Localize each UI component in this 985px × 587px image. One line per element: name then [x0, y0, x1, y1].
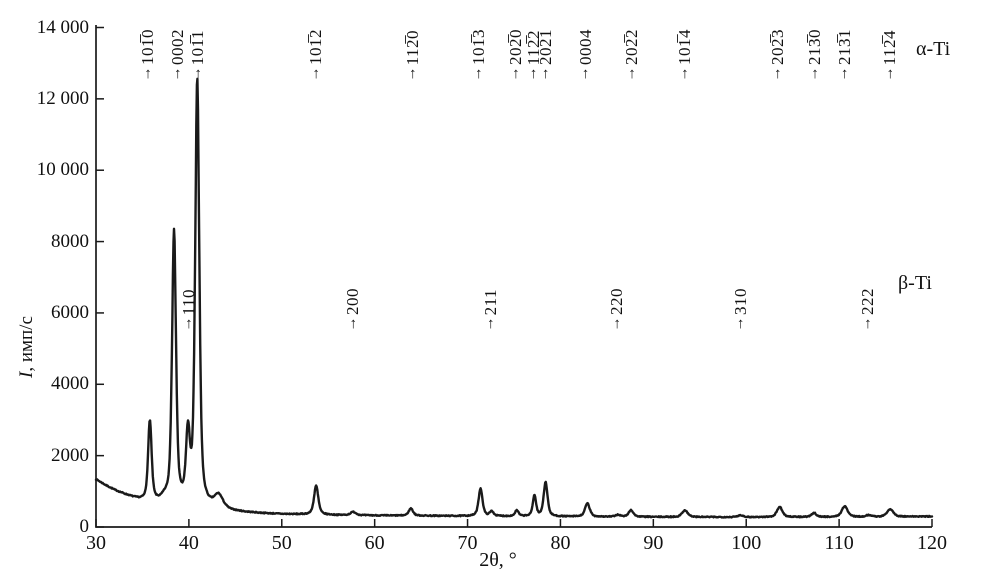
hkl-index-label: 202̅3	[767, 29, 787, 65]
y-tick-label-4000: 4000	[51, 373, 89, 395]
x-tick-label-50: 50	[271, 532, 292, 554]
up-arrow-icon: ↑	[512, 66, 520, 82]
up-arrow-icon: ↑	[886, 66, 894, 82]
alpha-peak-annotation-1014: 101̅4 ↑	[674, 8, 694, 82]
axes	[95, 25, 932, 528]
hkl-index-label: 200	[343, 288, 363, 315]
beta-peak-annotation-200: 200 ↑	[343, 258, 363, 332]
hkl-index-label: 202̅1	[535, 29, 555, 65]
up-arrow-icon: ↑	[349, 316, 358, 332]
hkl-index-label: 222	[857, 288, 877, 315]
up-arrow-icon: ↑	[173, 66, 182, 82]
y-tick-label-0: 0	[79, 516, 90, 537]
hkl-index-label: 202̅2	[621, 29, 641, 65]
hkl-index-label: 220	[607, 288, 627, 315]
hkl-index-label: 101̅0	[138, 29, 158, 65]
y-tick-label-6000: 6000	[51, 301, 89, 323]
hkl-index-label: 213̅0	[804, 29, 824, 65]
up-arrow-icon: ↑	[474, 66, 483, 82]
alpha-peak-annotation-2020: 202̅0 ↑	[505, 8, 525, 82]
beta-peak-annotation-211: 211 ↑	[480, 258, 500, 332]
x-tick-label-30: 30	[86, 532, 106, 554]
up-arrow-icon: ↑	[736, 316, 745, 332]
up-arrow-icon: ↑	[613, 316, 621, 332]
x-tick-label-60: 60	[364, 532, 385, 554]
up-arrow-icon: ↑	[185, 316, 193, 332]
beta-peak-annotation-310: 310 ↑	[730, 258, 750, 332]
alpha-peak-annotation-1012: 101̅2 ↑	[306, 8, 326, 82]
alpha-peak-annotation-0002: 0002 ↑	[167, 8, 187, 82]
up-arrow-icon: ↑	[681, 66, 689, 82]
beta-peak-annotation-222: 222 ↑	[857, 258, 877, 332]
alpha-peak-annotation-2130: 213̅0 ↑	[804, 8, 824, 82]
alpha-peak-annotation-1122: 112̅2 ↑	[524, 8, 543, 82]
up-arrow-icon: ↑	[409, 66, 417, 82]
hkl-index-label: 213̅1	[834, 29, 854, 65]
hkl-index-label: 211	[480, 288, 500, 315]
up-arrow-icon: ↑	[529, 66, 538, 82]
hkl-index-label: 0002	[167, 29, 187, 65]
beta-peak-annotation-220: 220 ↑	[607, 258, 627, 332]
x-tick-label-120: 120	[917, 532, 947, 554]
x-tick-label-70: 70	[457, 532, 478, 554]
up-arrow-icon: ↑	[628, 66, 636, 82]
y-tick-label-12000: 12 000	[36, 87, 89, 109]
y-tick-label-2000: 2000	[51, 444, 89, 466]
hkl-index-label: 101̅2	[306, 29, 326, 65]
alpha-peak-annotation-2131: 213̅1 ↑	[834, 8, 854, 82]
up-arrow-icon: ↑	[774, 66, 782, 82]
up-arrow-icon: ↑	[840, 66, 849, 82]
y-tick-label-8000: 8000	[51, 230, 89, 252]
y-tick-label-10000: 10 000	[36, 159, 89, 181]
alpha-peak-annotation-1124: 112̅4 ↑	[880, 8, 900, 82]
alpha-peak-annotation-1013: 101̅3 ↑	[468, 8, 488, 82]
beta-peak-annotation-110: 110 ↑	[178, 258, 198, 332]
x-tick-label-80: 80	[550, 532, 571, 554]
up-arrow-icon: ↑	[487, 316, 495, 332]
x-tick-label-90: 90	[643, 532, 664, 554]
x-axis-title: 2θ, °	[479, 549, 517, 571]
x-tick-label-110: 110	[824, 532, 854, 554]
up-arrow-icon: ↑	[581, 66, 590, 82]
up-arrow-icon: ↑	[811, 66, 819, 82]
hkl-index-label: 112̅0	[402, 29, 422, 65]
hkl-index-label: 112̅4	[880, 29, 900, 65]
beta-phase-label: β-Ti	[898, 272, 932, 294]
up-arrow-icon: ↑	[864, 316, 872, 332]
alpha-peak-annotation-2023: 202̅3 ↑	[767, 8, 787, 82]
hkl-index-label: 0004	[575, 29, 595, 65]
hkl-index-label: 202̅0	[505, 29, 525, 65]
alpha-peak-annotation-0004: 0004 ↑	[575, 8, 595, 82]
alpha-phase-label: α-Ti	[916, 38, 951, 60]
alpha-peak-annotation-1010: 101̅0 ↑	[138, 8, 158, 82]
hkl-index-label: 101̅1	[188, 29, 208, 65]
up-arrow-icon: ↑	[312, 66, 320, 82]
alpha-peak-annotation-1011: 101̅1 ↑	[188, 8, 208, 82]
alpha-peak-annotation-2021: 202̅1 ↑	[535, 8, 555, 82]
diffraction-curve	[94, 77, 934, 519]
hkl-index-label: 101̅3	[468, 29, 488, 65]
up-arrow-icon: ↑	[144, 66, 152, 82]
x-tick-label-40: 40	[178, 532, 199, 554]
hkl-index-label: 110	[178, 288, 198, 315]
y-tick-label-14000: 14 000	[36, 16, 89, 38]
x-tick-label-100: 100	[731, 532, 762, 554]
hkl-index-label: 310	[730, 288, 750, 315]
alpha-peak-annotation-1120: 112̅0 ↑	[402, 8, 422, 82]
alpha-peak-annotation-2022: 202̅2 ↑	[621, 8, 641, 82]
y-axis-units: , имп/с	[16, 316, 37, 372]
up-arrow-icon: ↑	[194, 66, 202, 82]
hkl-index-label: 101̅4	[674, 29, 694, 65]
up-arrow-icon: ↑	[541, 66, 550, 82]
